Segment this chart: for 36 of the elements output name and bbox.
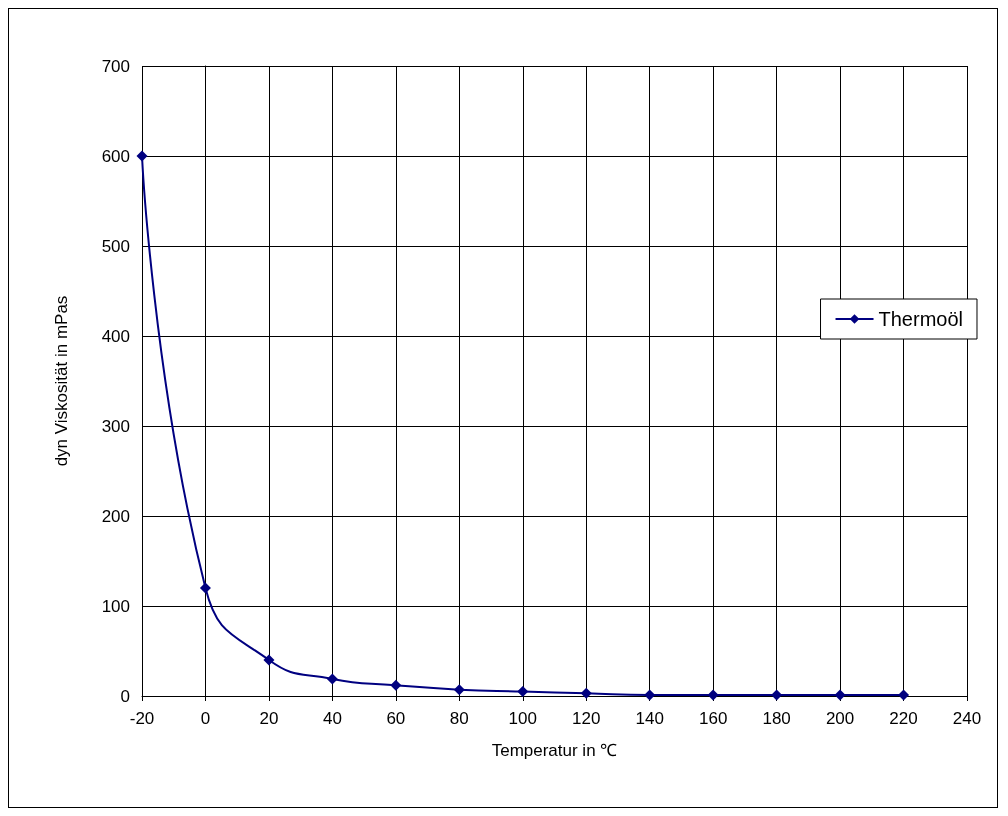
x-tick-label: 140 bbox=[635, 709, 664, 728]
point bbox=[707, 689, 719, 701]
point bbox=[517, 686, 529, 697]
point bbox=[390, 679, 402, 691]
x-tick-label: 80 bbox=[449, 709, 469, 728]
point bbox=[199, 582, 211, 594]
point bbox=[263, 654, 275, 666]
y-tick-label: 600 bbox=[101, 146, 130, 166]
point bbox=[326, 673, 338, 685]
x-tick-label: 60 bbox=[386, 709, 406, 728]
y-tick-label: 500 bbox=[101, 236, 130, 256]
x-tick-label: 100 bbox=[508, 709, 537, 728]
x-tick-label: 20 bbox=[259, 709, 279, 728]
point bbox=[898, 689, 910, 701]
x-tick-label: 180 bbox=[762, 709, 791, 728]
y-tick-label: 700 bbox=[101, 56, 130, 76]
point bbox=[136, 150, 148, 162]
y-axis-title: dyn Viskosität in mPas bbox=[52, 295, 71, 467]
x-tick-label: 220 bbox=[889, 709, 918, 728]
x-tick-label: 200 bbox=[825, 709, 855, 728]
point bbox=[453, 684, 465, 696]
x-tick-label: 40 bbox=[322, 709, 342, 728]
x-tick-label: 240 bbox=[952, 709, 982, 728]
x-tick-label: -20 bbox=[129, 709, 155, 728]
y-tick-label: 400 bbox=[101, 326, 130, 346]
x-tick-label: 120 bbox=[572, 709, 601, 728]
y-tick-label: 300 bbox=[101, 416, 130, 436]
y-tick-label: 100 bbox=[101, 596, 130, 616]
x-tick-label: 0 bbox=[200, 709, 211, 728]
x-axis-title: Temperatur in ℃ bbox=[491, 741, 618, 760]
x-tick-label: 160 bbox=[698, 709, 728, 728]
point bbox=[834, 689, 846, 701]
legend-label: Thermoöl bbox=[878, 308, 964, 330]
point bbox=[580, 687, 592, 699]
y-tick-label: 0 bbox=[120, 686, 130, 706]
y-tick-label: 200 bbox=[101, 506, 130, 526]
